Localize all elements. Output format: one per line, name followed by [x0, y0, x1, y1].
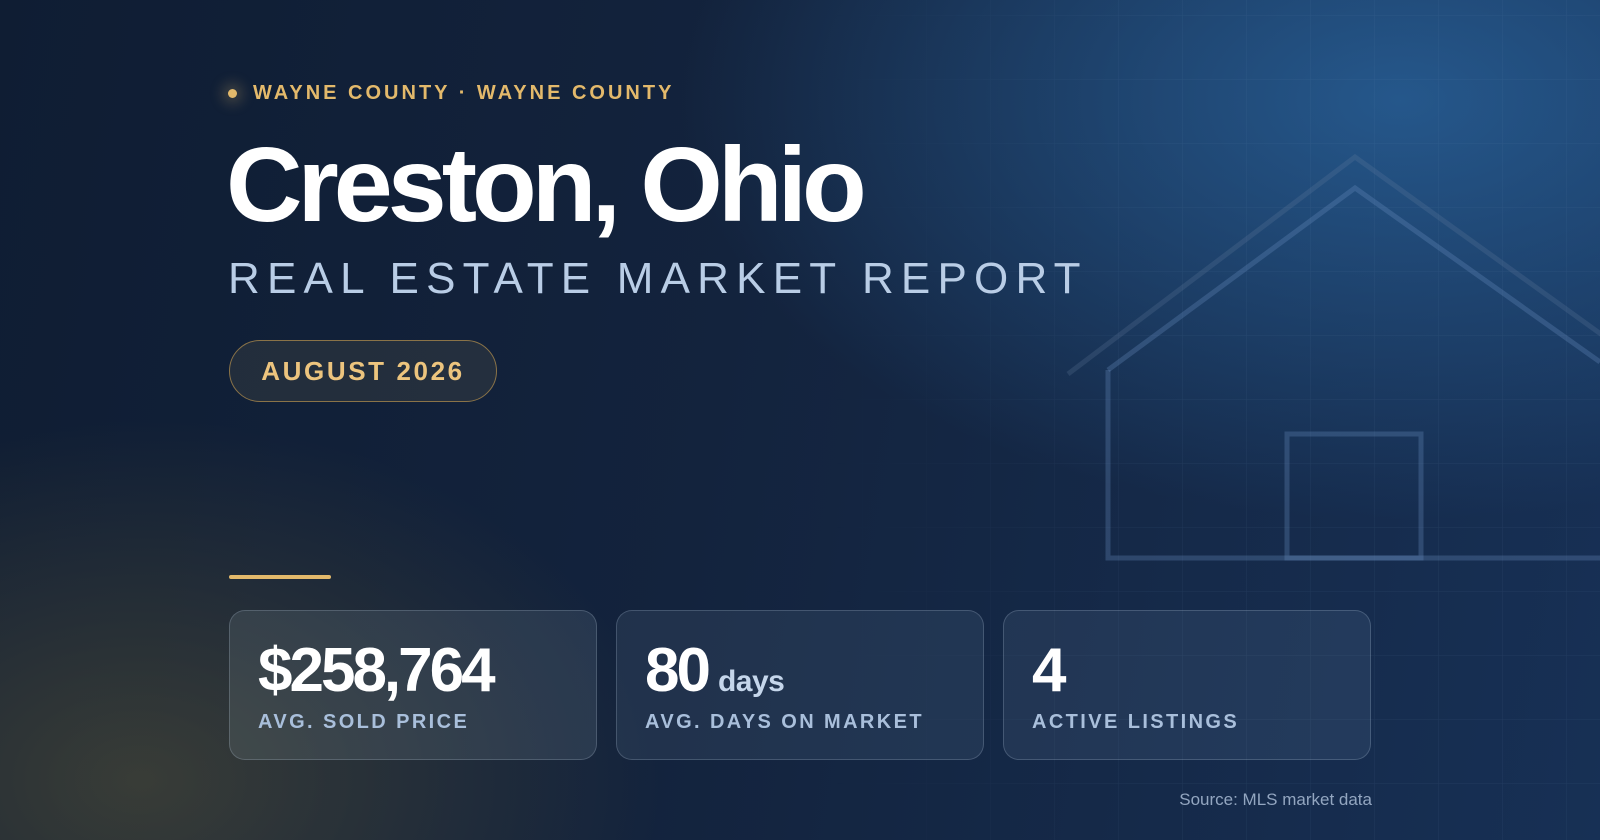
source-note: Source: MLS market data: [1179, 790, 1372, 809]
county-label: WAYNE COUNTY · WAYNE COUNTY: [253, 81, 675, 104]
stat-label: AVG. SOLD PRICE: [258, 711, 470, 733]
stat-value: $258,764: [258, 635, 496, 707]
dot-icon: [228, 88, 237, 98]
stat-unit: days: [717, 665, 785, 698]
stat-value: 80 days: [645, 635, 785, 707]
page-title: Creston, Ohio: [226, 126, 867, 244]
stat-card-avg-days-on-market: 80 days AVG. DAYS ON MARKET: [616, 610, 984, 760]
stat-number: 4: [1032, 636, 1067, 705]
report-date-badge: AUGUST 2026: [229, 340, 497, 402]
stat-card-active-listings: 4 ACTIVE LISTINGS: [1003, 610, 1371, 760]
stat-number: 80: [645, 636, 711, 705]
stat-value: 4: [1032, 635, 1067, 707]
report-subtitle: REAL ESTATE MARKET REPORT: [228, 254, 1088, 303]
stat-label: AVG. DAYS ON MARKET: [645, 711, 924, 733]
location-eyebrow: WAYNE COUNTY · WAYNE COUNTY: [228, 78, 674, 108]
stat-number: $258,764: [258, 636, 496, 705]
stat-card-avg-sold-price: $258,764 AVG. SOLD PRICE: [229, 610, 597, 760]
accent-divider: [229, 575, 331, 579]
stat-label: ACTIVE LISTINGS: [1032, 711, 1240, 733]
